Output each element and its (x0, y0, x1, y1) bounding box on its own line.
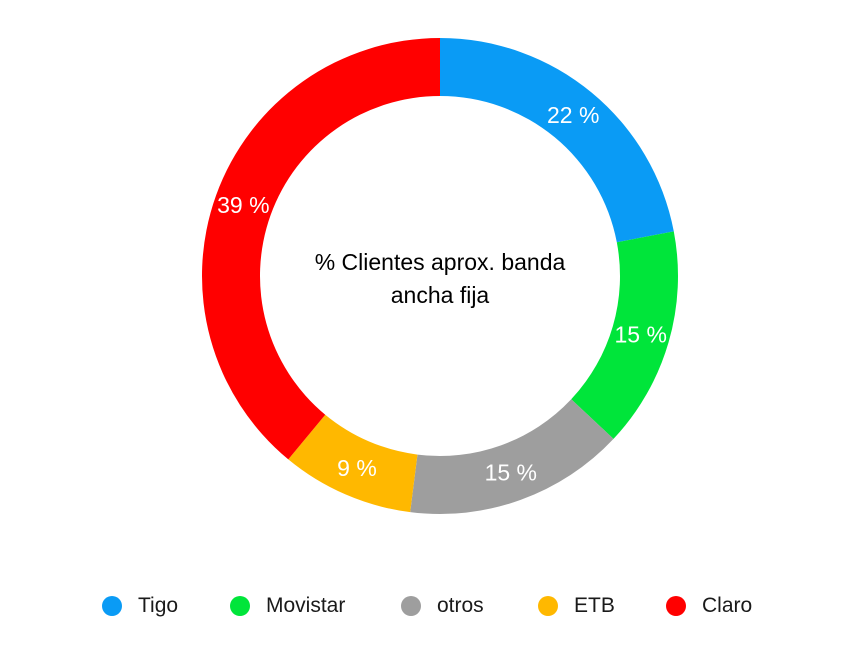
legend-item-movistar[interactable]: Movistar (230, 590, 345, 622)
legend-label-etb: ETB (574, 594, 615, 617)
legend-swatch-claro (666, 596, 686, 616)
legend-swatch-movistar (230, 596, 250, 616)
legend-item-claro[interactable]: Claro (666, 590, 752, 622)
legend-label-otros: otros (437, 594, 484, 617)
slice-otros (410, 399, 614, 514)
legend-label-claro: Claro (702, 594, 753, 617)
slice-movistar (571, 231, 678, 439)
legend-swatch-otros (401, 596, 421, 616)
legend-item-etb[interactable]: ETB (538, 590, 615, 622)
legend-item-tigo[interactable]: Tigo (102, 590, 178, 622)
legend-label-tigo: Tigo (138, 594, 179, 617)
chart-title-line-1: % Clientes aprox. banda (315, 249, 566, 275)
slice-claro (202, 38, 440, 460)
donut-slices (202, 38, 678, 514)
data-label-movistar: 15 % (614, 321, 666, 347)
legend-swatch-tigo (102, 596, 122, 616)
donut-slice-labels: 22 % 15 % 15 % 9 % 39 % (217, 102, 667, 486)
legend-swatch-etb (538, 596, 558, 616)
legend-label-movistar: Movistar (266, 594, 346, 617)
slice-tigo (440, 38, 674, 243)
data-label-otros: 15 % (485, 460, 537, 486)
data-label-etb: 9 % (337, 455, 377, 481)
data-label-claro: 39 % (217, 192, 269, 218)
chart-legend: Tigo Movistar otros ETB Claro (0, 590, 846, 622)
chart-title-line-2: ancha fija (391, 282, 490, 308)
data-label-tigo: 22 % (547, 102, 599, 128)
slice-etb (288, 414, 418, 513)
legend-item-otros[interactable]: otros (401, 590, 484, 622)
